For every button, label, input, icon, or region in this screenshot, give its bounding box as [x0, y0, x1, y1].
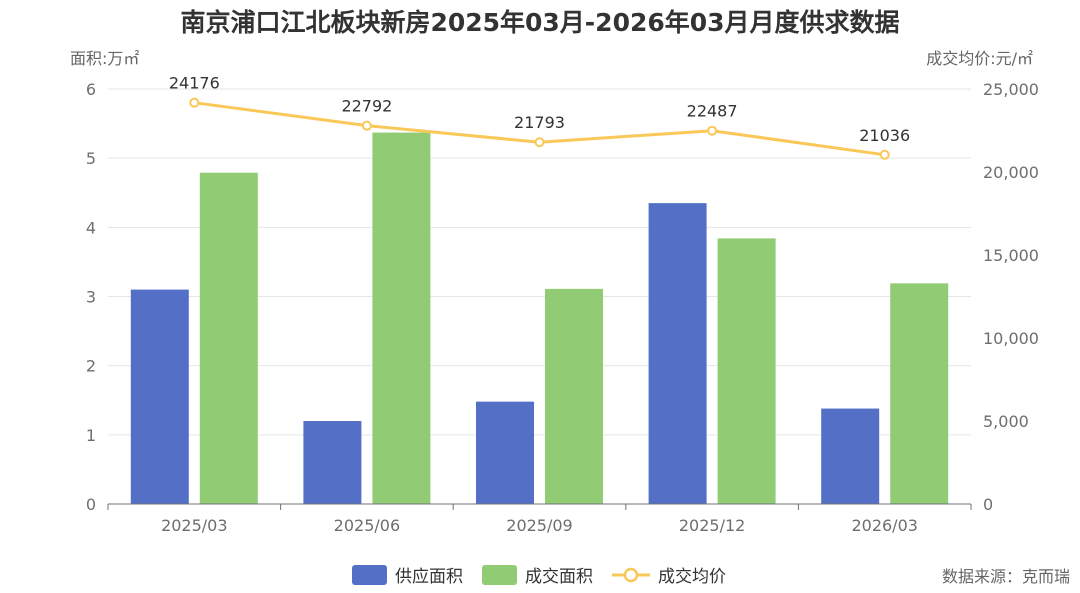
avg-price-data-label: 24176 — [169, 74, 220, 93]
legend-marker-avg-price — [623, 567, 639, 583]
legend-swatch-sold — [482, 565, 517, 585]
legend-swatch-supply — [352, 565, 387, 585]
left-axis-label: 面积:万㎡ — [70, 49, 139, 68]
right-tick-label: 10,000 — [983, 329, 1039, 348]
left-tick-label: 4 — [86, 218, 96, 237]
right-tick-label: 0 — [983, 495, 993, 514]
data-source: 数据来源：克而瑞 — [942, 567, 1070, 586]
bar-sold — [199, 172, 258, 505]
right-tick-label: 20,000 — [983, 163, 1039, 182]
avg-price-point — [189, 97, 200, 108]
right-axis-ticks: 0 5,000 10,000 15,000 20,000 25,000 — [983, 80, 1039, 514]
x-tick-label: 2025/09 — [506, 516, 572, 535]
legend: 供应面积 成交面积 成交均价 — [352, 565, 726, 587]
right-axis-label: 成交均价:元/㎡ — [926, 49, 1033, 68]
left-tick-label: 3 — [86, 288, 96, 307]
bar-series — [130, 132, 949, 505]
legend-item-avg-price[interactable]: 成交均价 — [612, 567, 726, 587]
bar-supply — [648, 203, 707, 504]
avg-price-point — [707, 125, 718, 136]
left-tick-label: 2 — [86, 357, 96, 376]
avg-price-data-label: 21793 — [514, 113, 565, 132]
legend-item-supply[interactable]: 供应面积 — [352, 565, 463, 587]
bar-sold — [545, 288, 603, 504]
left-axis-ticks: 0 1 2 3 4 5 6 — [86, 80, 96, 514]
left-tick-label: 5 — [86, 149, 96, 168]
bar-sold — [372, 132, 431, 504]
chart-title: 南京浦口江北板块新房2025年03月-2026年03月月度供求数据 — [180, 8, 899, 37]
left-tick-label: 1 — [86, 426, 96, 445]
bar-supply — [303, 421, 362, 504]
avg-price-point — [879, 149, 890, 160]
bar-supply — [130, 289, 189, 504]
bar-supply — [476, 401, 534, 504]
left-tick-label: 0 — [86, 495, 96, 514]
x-axis: 2025/03 2025/06 2025/09 2025/12 2026/03 — [107, 503, 972, 535]
bar-sold — [890, 283, 949, 504]
avg-price-point — [361, 120, 372, 131]
legend-label-sold: 成交面积 — [525, 567, 593, 587]
left-tick-label: 6 — [86, 80, 96, 99]
x-tick-label: 2025/06 — [334, 516, 400, 535]
legend-label-supply: 供应面积 — [395, 567, 463, 587]
x-tick-label: 2025/12 — [679, 516, 745, 535]
avg-price-data-label: 21036 — [859, 126, 910, 145]
avg-price-point — [534, 137, 545, 148]
avg-price-data-label: 22792 — [341, 97, 392, 116]
x-tick-label: 2025/03 — [161, 516, 227, 535]
bar-supply — [821, 408, 880, 504]
right-tick-label: 15,000 — [983, 246, 1039, 265]
right-tick-label: 25,000 — [983, 80, 1039, 99]
avg-price-data-label: 22487 — [687, 102, 738, 121]
legend-label-avg-price: 成交均价 — [658, 567, 726, 587]
bar-sold — [717, 238, 776, 504]
legend-item-sold[interactable]: 成交面积 — [482, 565, 593, 587]
right-tick-label: 5,000 — [983, 412, 1029, 431]
line-series: 24176 22792 21793 22487 21036 — [169, 74, 910, 160]
x-tick-label: 2026/03 — [851, 516, 917, 535]
